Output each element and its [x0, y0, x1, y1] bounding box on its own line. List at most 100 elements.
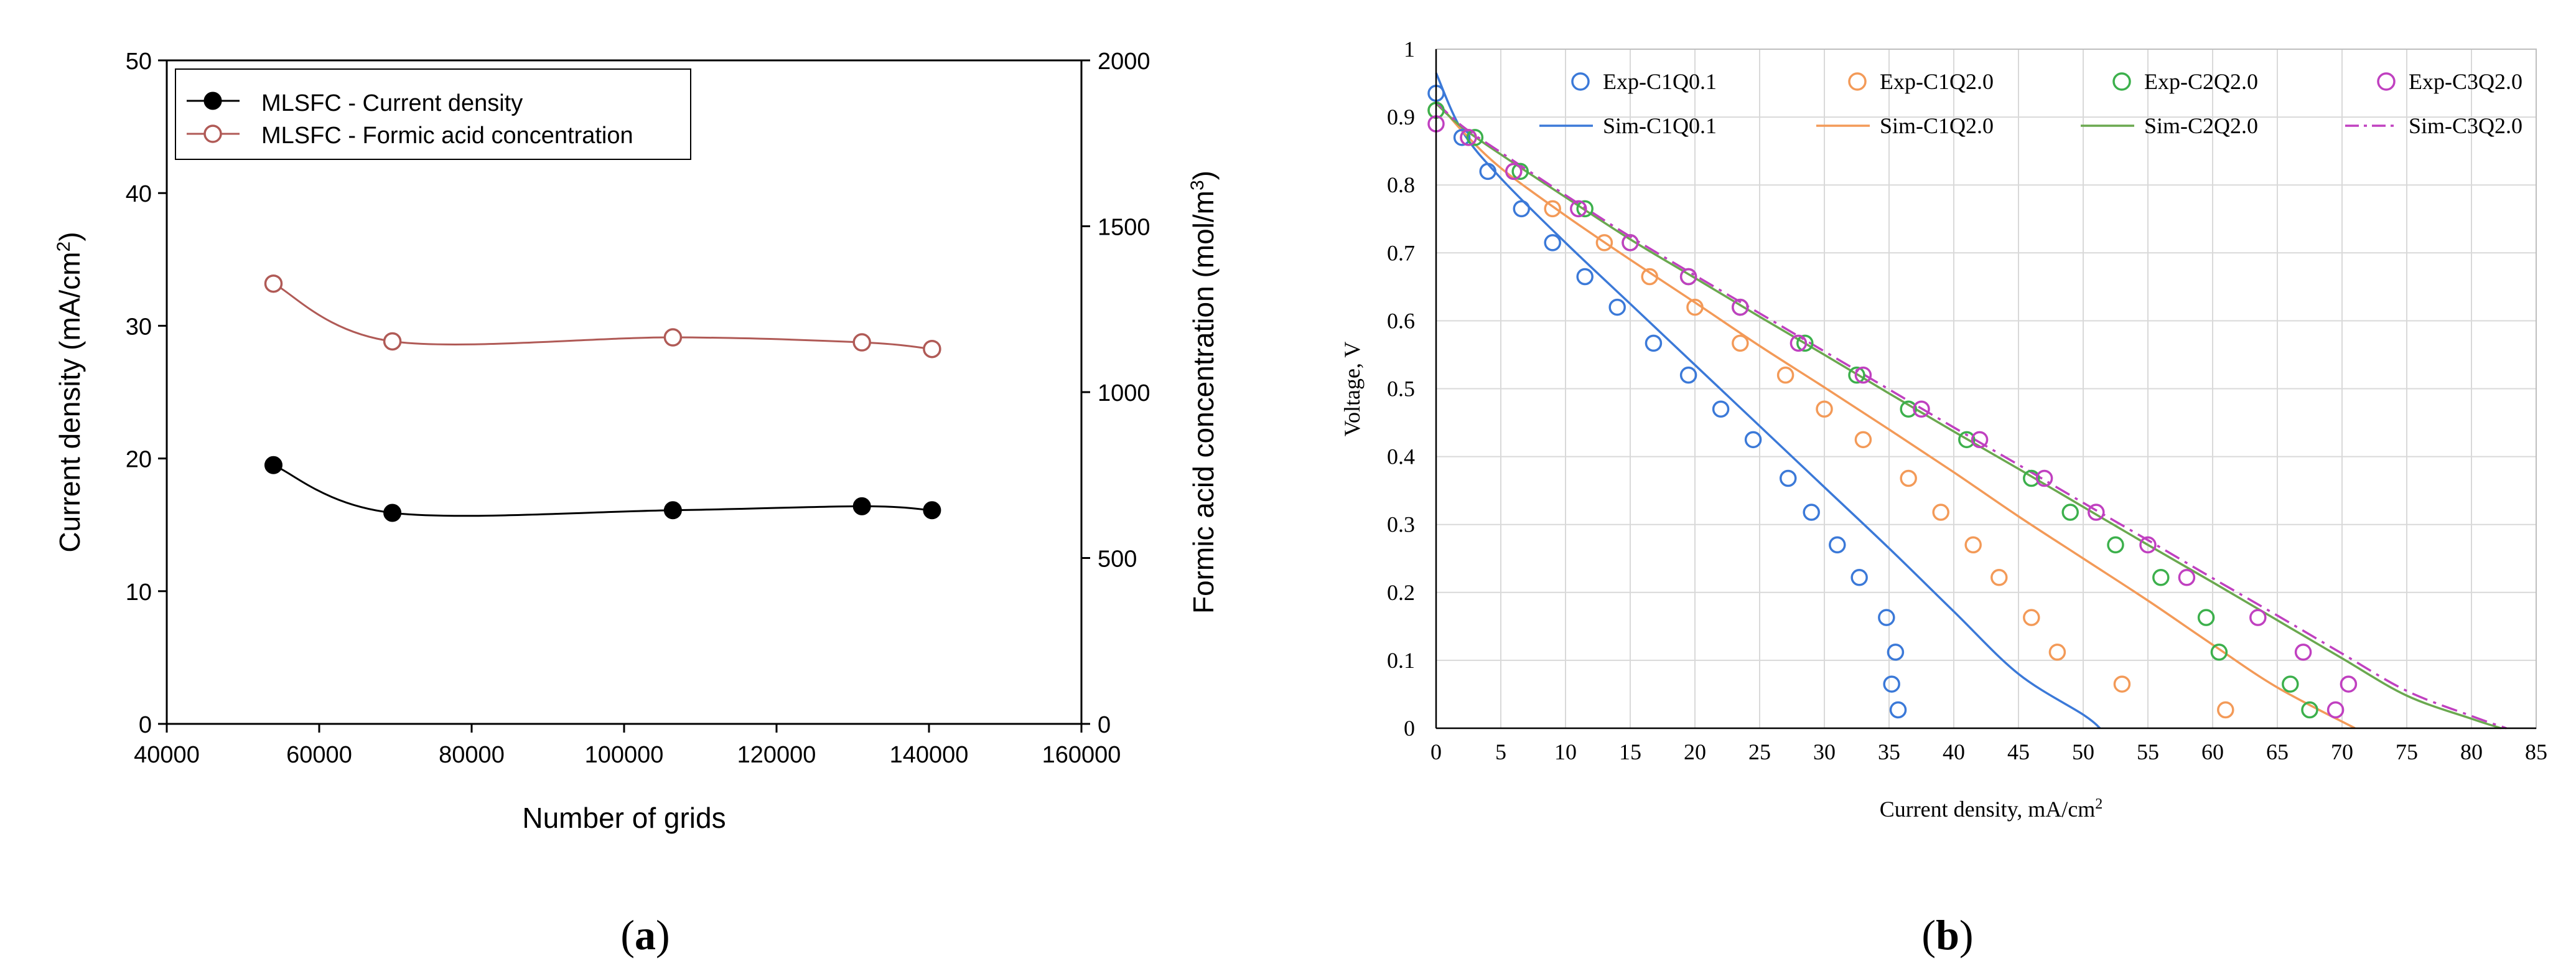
panel-b-x-tick-label: 85	[2525, 739, 2547, 764]
panel-b-point-exp-c1q2-0	[1776, 366, 1794, 384]
panel-a-x-axis-label: Number of grids	[522, 802, 726, 834]
panel-b-point-exp-c3q2-0	[1570, 200, 1587, 218]
panel-b-caption: (b)	[1921, 911, 1973, 959]
panel-b-point-exp-c3q2-0	[2178, 569, 2196, 586]
legend-label-exp-c2q2-0: Exp-C2Q2.0	[2144, 69, 2258, 94]
panel-a-point-formic-acid	[923, 339, 941, 359]
panel-b-point-exp-c3q2-0	[1460, 129, 1477, 146]
panel-a-legend: MLSFC - Current density MLSFC - Formic a…	[175, 68, 691, 160]
panel-b-y-tick-label: 0.1	[1387, 648, 1415, 673]
panel-a-y-tick-label: 50	[126, 49, 152, 75]
panel-a-x-tick-label: 140000	[890, 742, 969, 768]
panel-b-y-tick-label: 0.6	[1387, 308, 1415, 333]
panel-b-point-exp-c1q2-0	[1732, 334, 1749, 352]
panel-b-x-tick-label: 30	[1813, 739, 1836, 764]
panel-b-point-exp-c1q2-0	[2217, 701, 2234, 719]
panel-a-point-formic-acid	[663, 328, 683, 347]
panel-b-point-exp-c1q0-1	[1645, 334, 1663, 352]
panel-b-point-exp-c3q2-0	[1913, 400, 1930, 418]
legend-marker-exp-c1q0-1	[1571, 72, 1590, 91]
panel-a-ticks	[158, 59, 1090, 733]
panel-b-point-exp-c2q2-0	[2023, 469, 2040, 487]
panel-b-point-exp-c1q2-0	[2023, 609, 2040, 626]
panel-a-points	[264, 274, 941, 522]
panel-b-y-tick-label: 1	[1404, 37, 1415, 62]
panel-b-x-tick-label: 0	[1430, 739, 1442, 764]
panel-b-point-exp-c1q0-1	[1513, 200, 1531, 218]
panel-a-y-axis-label: Current density (mA/cm2)	[54, 232, 86, 552]
panel-b-point-exp-c1q2-0	[1900, 469, 1917, 487]
panel-b-gridlines	[1436, 49, 2537, 728]
panel-a-point-current-density	[663, 501, 682, 520]
panel-b-x-tick-label: 55	[2137, 739, 2159, 764]
panel-b-point-exp-c3q2-0	[1505, 162, 1523, 181]
legend-label-current-density: MLSFC - Current density	[261, 90, 523, 116]
panel-b-point-exp-c2q2-0	[1511, 162, 1529, 181]
panel-b-point-exp-c1q0-1	[1744, 431, 1762, 449]
panel-b-line-sim-c1q2-0	[1435, 99, 2356, 729]
panel-a-y-tick-label: 0	[139, 712, 152, 738]
panel-b-x-tick-label: 75	[2396, 739, 2418, 764]
panel-b-x-tick-label: 70	[2331, 739, 2353, 764]
panel-b-point-exp-c2q2-0	[2197, 609, 2215, 626]
panel-b-y-tick-label: 0.9	[1387, 105, 1415, 129]
panel-b-point-exp-c1q0-1	[1878, 609, 1895, 626]
legend-label-sim-c1q2-0: Sim-C1Q2.0	[1880, 113, 1994, 138]
panel-b-y-axis-label: Voltage, V	[1340, 342, 1365, 437]
panel-b-x-tick-label: 5	[1495, 739, 1506, 764]
panel-b-point-exp-c1q2-0	[1964, 536, 1982, 554]
panel-a-caption: (a)	[620, 911, 670, 959]
panel-b-point-exp-c1q0-1	[1576, 268, 1594, 286]
panel-b-point-exp-c2q2-0	[2210, 644, 2228, 661]
legend-marker-exp-c1q2-0	[1848, 72, 1867, 91]
panel-b-point-exp-c3q2-0	[1732, 298, 1749, 316]
panel-b-x-axis-label: Current density, mA/cm2	[1880, 796, 2103, 822]
panel-b-point-exp-c1q0-1	[1479, 162, 1496, 181]
panel-b-x-tick-label: 20	[1684, 739, 1706, 764]
panel-b-point-exp-c1q0-1	[1780, 469, 1797, 487]
panel-a-y2-tick-label: 1500	[1098, 215, 1150, 241]
panel-b-point-exp-c1q0-1	[1608, 298, 1626, 316]
panel-a-x-tick-label: 100000	[585, 742, 664, 768]
panel-b-y-tick-label: 0.5	[1387, 377, 1415, 401]
panel-a-x-tick-label: 40000	[134, 742, 200, 768]
panel-a-tick-labels: 40000 60000 80000 100000 120000 140000 160000 0…	[126, 49, 1150, 768]
panel-a-y2-tick-label: 2000	[1098, 49, 1150, 75]
panel-b-point-exp-c2q2-0	[2282, 675, 2299, 693]
panel-b-point-exp-c1q2-0	[1641, 268, 1658, 286]
panel-b-y-tick-label: 0.7	[1387, 240, 1415, 265]
panel-b-point-exp-c3q2-0	[2326, 701, 2345, 719]
panel-a-point-formic-acid	[264, 274, 283, 293]
panel-b-point-exp-c1q0-1	[1712, 400, 1730, 418]
panel-a-x-tick-label: 60000	[286, 742, 352, 768]
legend-label-exp-c1q2-0: Exp-C1Q2.0	[1880, 69, 1994, 94]
panel-b-legend: Exp-C1Q0.1 Exp-C1Q2.0 Exp-C2Q2.0 Exp-C3Q2.0…	[1539, 69, 2522, 138]
panel-b-point-exp-c1q0-1	[1803, 504, 1820, 521]
panel-b-point-exp-c2q2-0	[2301, 701, 2318, 719]
panel-b-point-exp-c1q2-0	[1854, 431, 1872, 449]
panel-b-x-tick-label: 35	[1878, 739, 1900, 764]
panel-b-x-tick-label: 40	[1943, 739, 1965, 764]
panel-a-point-current-density	[264, 456, 282, 474]
legend-label-sim-c1q0-1: Sim-C1Q0.1	[1603, 113, 1717, 138]
panel-b-point-exp-c1q0-1	[1883, 675, 1900, 693]
panel-b-point-exp-c2q2-0	[2061, 504, 2079, 521]
panel-b-point-exp-c1q0-1	[1850, 569, 1868, 586]
panel-a-y2-tick-label: 0	[1098, 712, 1111, 738]
panel-b-y-tick-label: 0.8	[1387, 172, 1415, 197]
panel-b-point-exp-c3q2-0	[1971, 431, 1989, 449]
panel-b-point-exp-c2q2-0	[2107, 536, 2124, 554]
panel-b-point-exp-c3q2-0	[1679, 268, 1697, 286]
panel-a-point-current-density	[383, 504, 402, 522]
panel-b-x-tick-label: 10	[1554, 739, 1577, 764]
panel-a-y2-axis-label: Formic acid concentration (mol/m3)	[1187, 171, 1220, 614]
panel-a-x-tick-label: 120000	[737, 742, 816, 768]
panel-a-point-current-density	[923, 501, 941, 520]
panel-b-y-tick-label: 0.4	[1387, 444, 1415, 469]
panel-a-plot-frame	[166, 59, 1083, 725]
panel-b-y-tick-label: 0.3	[1387, 512, 1415, 537]
panel-b-point-exp-c3q2-0	[1790, 334, 1808, 352]
panel-b-point-exp-c2q2-0	[1900, 400, 1917, 418]
